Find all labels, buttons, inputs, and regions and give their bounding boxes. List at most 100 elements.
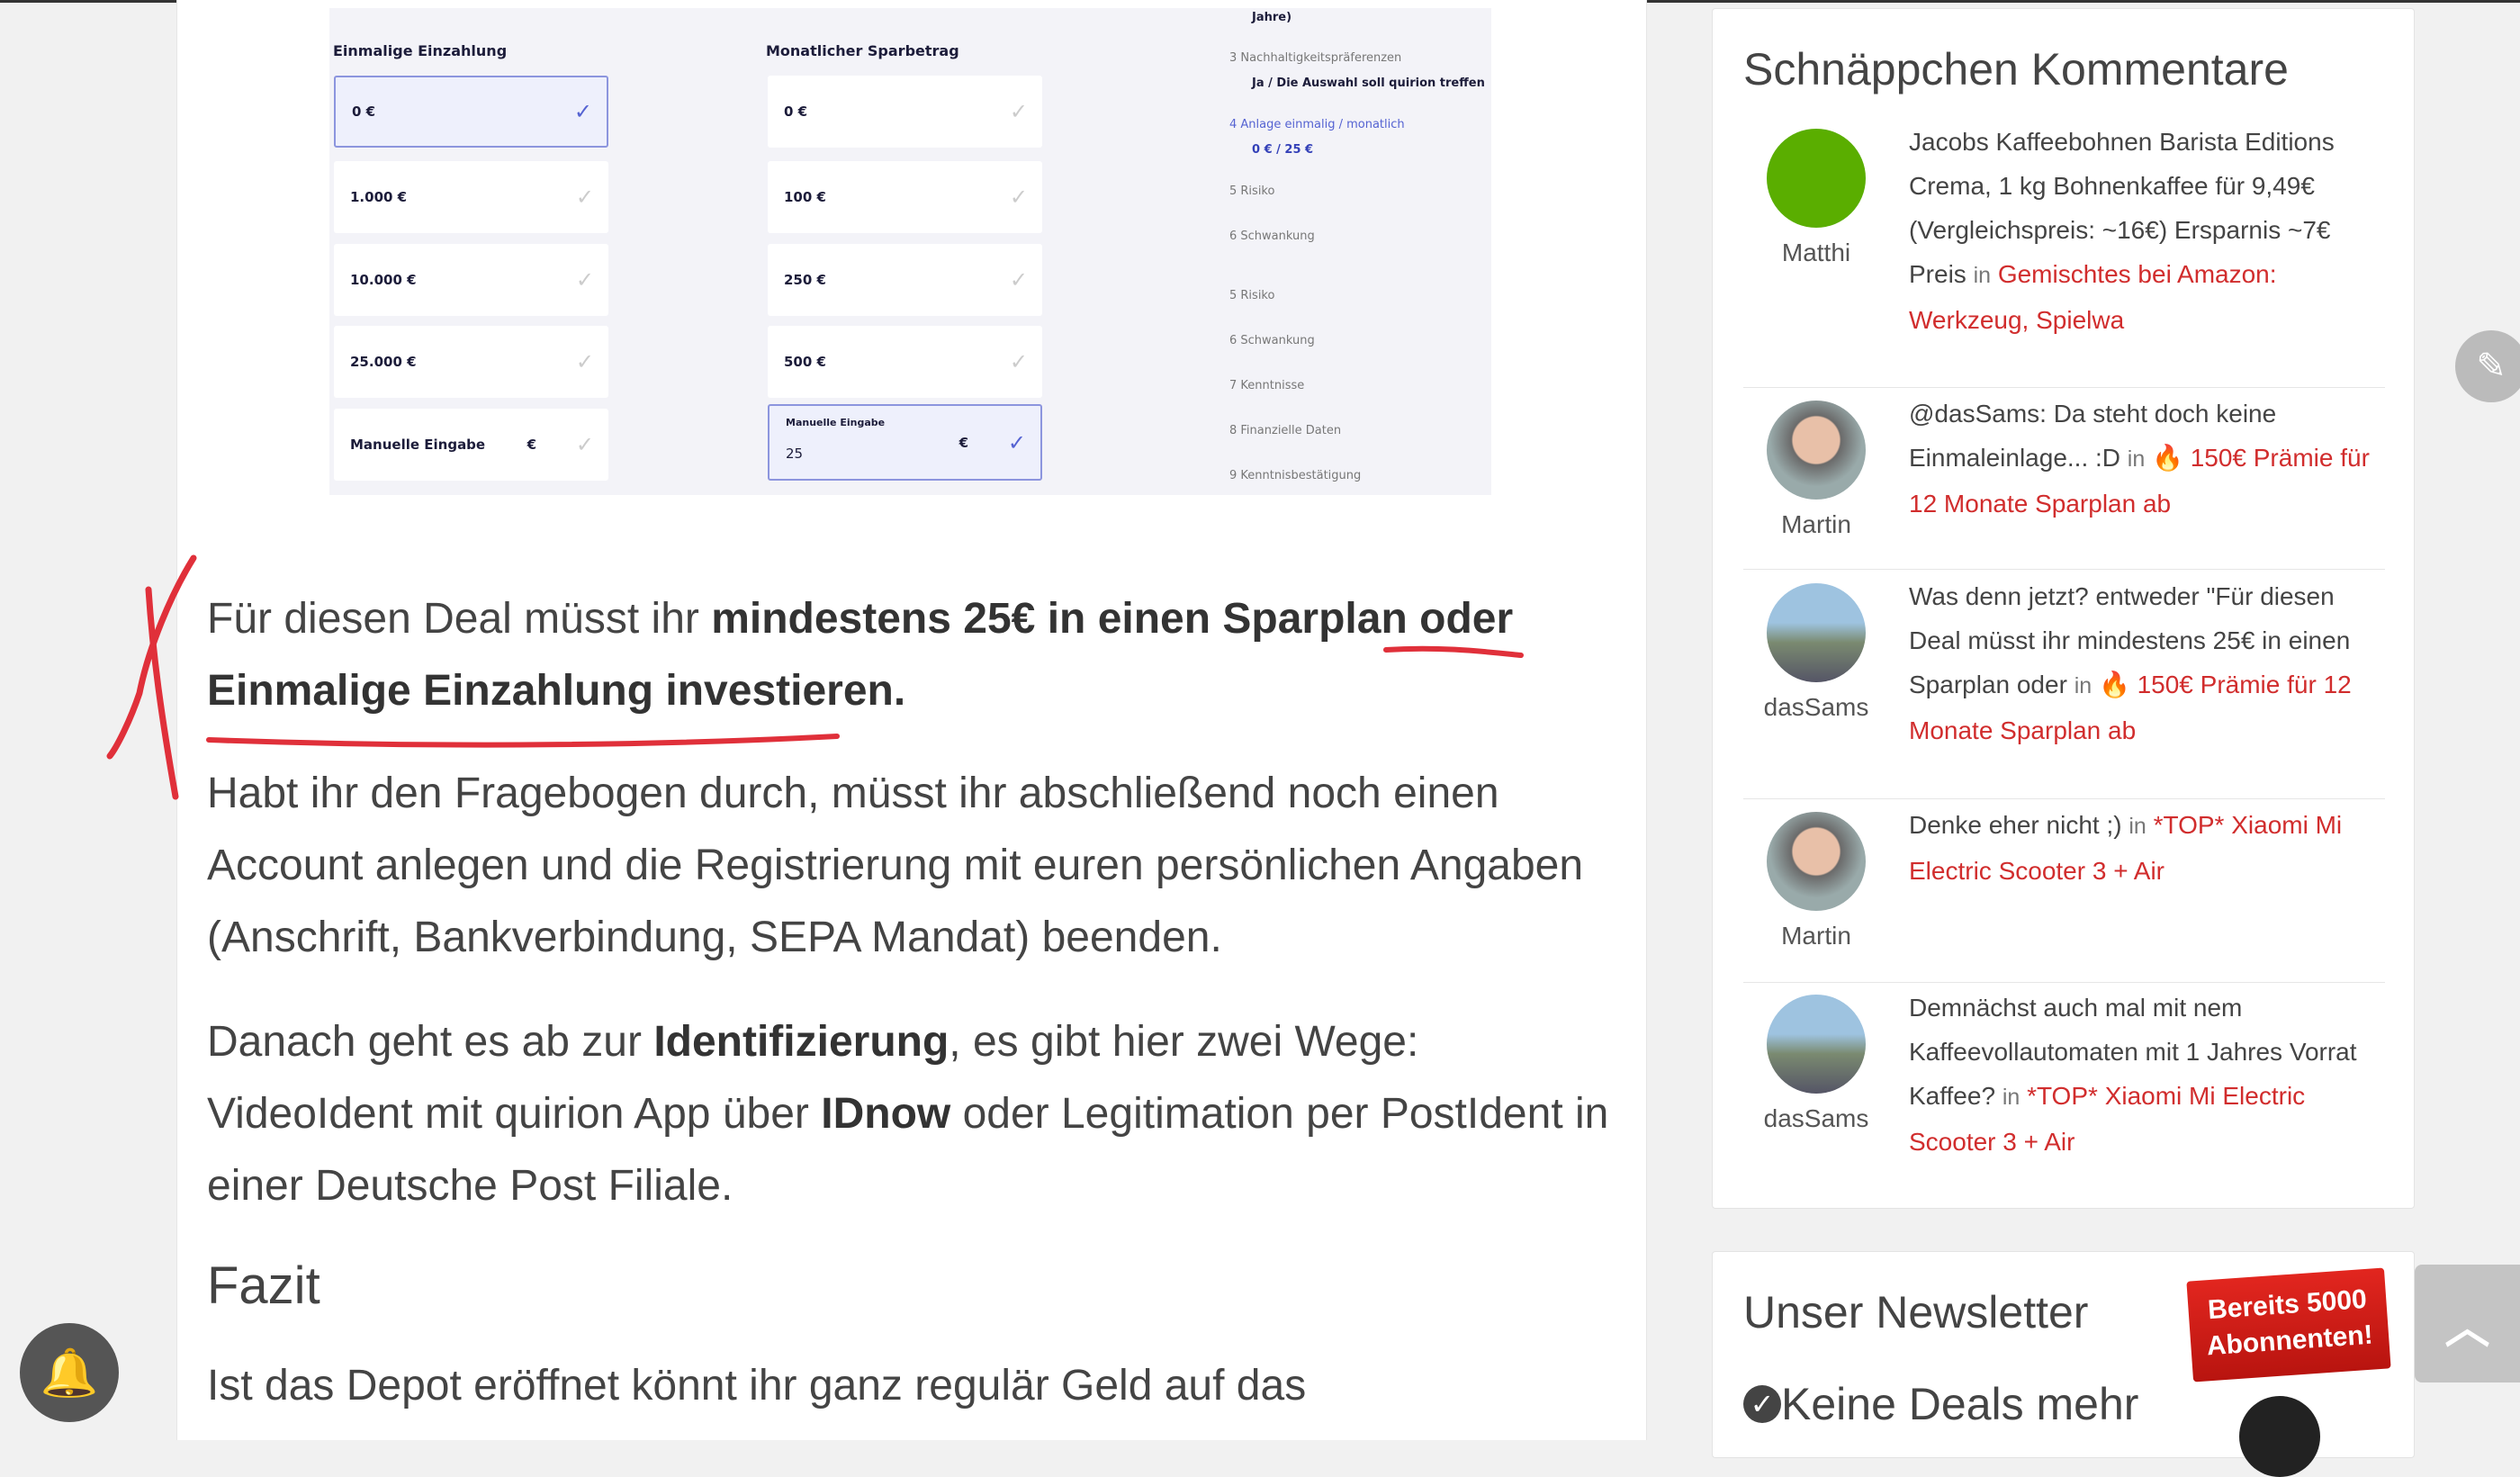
comments-title: Schnäppchen Kommentare (1743, 44, 2289, 95)
check-icon: ✓ (575, 267, 594, 293)
step-8: 8 Finanzielle Daten (1229, 424, 1342, 437)
subscriber-badge: Bereits 5000 Abonnenten! (2186, 1267, 2391, 1382)
option-einmalig-10000: 10.000 € ✓ (334, 244, 608, 316)
notification-bell-button[interactable]: 🔔 (20, 1323, 119, 1422)
newsletter-widget: Unser Newsletter ✓ Keine Deals mehr Bere… (1712, 1251, 2415, 1477)
text: @dasSams: Da steht doch keine Einmaleinl… (1909, 400, 2277, 472)
option-monatlich-manual: Manuelle Eingabe 25 € ✓ (768, 404, 1042, 481)
check-icon: ✓ (1007, 429, 1026, 455)
step-4: 4 Anlage einmalig / monatlich (1229, 118, 1405, 131)
deal-link[interactable]: 🔥 150€ Prämie für 12 Monate Sparplan ab (1909, 671, 2352, 744)
paragraph-registration: Habt ihr den Fragebogen durch, müsst ihr… (207, 770, 1584, 961)
step-text: Jahre) (1252, 11, 1292, 24)
username[interactable]: Martin (1781, 922, 1851, 950)
comment-text: Was denn jetzt? entweder "Für diesen Dea… (1909, 574, 2386, 752)
step-9: 9 Kenntnisbestätigung (1229, 469, 1362, 482)
edit-button[interactable]: ✎ (2455, 330, 2520, 402)
comment-item[interactable]: Martin Denke eher nicht ;) in *TOP* Xiao… (1743, 811, 2385, 983)
step-3: 3 Nachhaltigkeitspräferenzen (1229, 51, 1402, 65)
check-icon: ✓ (573, 99, 592, 124)
option-label: 0 € (784, 104, 808, 120)
check-icon: ✓ (1009, 185, 1028, 210)
step-6: 6 Schwankung (1229, 334, 1315, 347)
bold-text: Identifizierung (653, 1018, 950, 1066)
option-monatlich-0: 0 € ✓ (768, 76, 1042, 148)
heading-fazit: Fazit (207, 1256, 320, 1315)
avatar (1767, 129, 1866, 228)
text: oder Legitimation per PostIdent in einer… (207, 1090, 1609, 1210)
comment-text: @dasSams: Da steht doch keine Einmaleinl… (1909, 392, 2386, 526)
in-label: in (1973, 263, 1992, 288)
in-label: in (2074, 673, 2092, 698)
currency: € (958, 434, 968, 451)
comment-item[interactable]: Matthi Jacobs Kaffeebohnen Barista Editi… (1743, 128, 2385, 388)
paragraph-requirement: Für diesen Deal müsst ihr mindestens 25€… (207, 583, 1611, 727)
option-einmalig-25000: 25.000 € ✓ (334, 326, 608, 398)
option-label: 500 € (784, 354, 826, 370)
option-label: Manuelle Eingabe (350, 437, 486, 453)
deal-link[interactable]: Gemischtes bei Amazon: Werkzeug, Spielwa (1909, 260, 2277, 334)
username[interactable]: dasSams (1763, 693, 1869, 721)
deal-link[interactable]: *TOP* Xiaomi Mi Electric Scooter 3 + Air (1909, 811, 2343, 885)
in-label: in (2002, 1085, 2020, 1110)
check-icon: ✓ (1009, 267, 1028, 293)
comment-item[interactable]: dasSams Was denn jetzt? entweder "Für di… (1743, 582, 2385, 799)
text: , es gibt hier zwei Wege: VideoIdent mit… (207, 1018, 1419, 1138)
step-3-value: Ja / Die Auswahl soll quirion treffen (1252, 77, 1485, 90)
step-5: 5 Risiko (1229, 289, 1275, 302)
option-label: 1.000 € (350, 189, 408, 205)
scroll-to-top-button[interactable]: ︿ (2415, 1265, 2520, 1382)
step-5: 5 Risiko (1229, 185, 1275, 198)
check-icon: ✓ (1009, 99, 1028, 124)
username[interactable]: Martin (1781, 510, 1851, 538)
comment-text: Demnächst auch mal mit nem Kaffeevollaut… (1909, 986, 2386, 1164)
col1-title: Einmalige Einzahlung (333, 42, 508, 59)
paragraph-fazit: Ist das Depot eröffnet könnt ihr ganz re… (207, 1362, 1307, 1409)
avatar (1767, 995, 1866, 1094)
pencil-icon: ✎ (2476, 347, 2506, 386)
comment-text: Jacobs Kaffeebohnen Barista Editions Cre… (1909, 120, 2386, 342)
benefit-text: Keine Deals mehr (1781, 1379, 2139, 1429)
in-label: in (2127, 446, 2146, 472)
paragraph-identification: Danach geht es ab zur Identifizierung, e… (207, 1006, 1611, 1222)
manual-label: Manuelle Eingabe (786, 417, 886, 428)
step-7: 7 Kenntnisse (1229, 379, 1305, 392)
comment-item[interactable]: Martin @dasSams: Da steht doch keine Ein… (1743, 400, 2385, 570)
username[interactable]: Matthi (1781, 239, 1851, 266)
red-annotation (106, 554, 1524, 800)
chevron-up-icon: ︿ (2444, 1301, 2490, 1353)
option-label: 10.000 € (350, 272, 417, 288)
avatar (1767, 401, 1866, 500)
comment-item[interactable]: dasSams Demnächst auch mal mit nem Kaffe… (1743, 994, 2385, 1175)
bold-text: IDnow (821, 1090, 951, 1138)
check-icon: ✓ (575, 349, 594, 374)
questionnaire-screenshot: Einmalige Einzahlung Monatlicher Sparbet… (329, 8, 1491, 495)
avatar (1767, 812, 1866, 911)
newsletter-benefit: ✓ Keine Deals mehr (1743, 1378, 2138, 1430)
bell-icon: 🔔 (40, 1346, 99, 1400)
currency: € (526, 437, 536, 453)
avatar (1767, 583, 1866, 682)
username[interactable]: dasSams (1763, 1104, 1869, 1132)
text: Danach geht es ab zur (207, 1018, 654, 1066)
mascot-icon (2239, 1396, 2320, 1477)
option-einmalig-manual: Manuelle Eingabe € ✓ (334, 409, 608, 481)
option-monatlich-250: 250 € ✓ (768, 244, 1042, 316)
option-einmalig-0: 0 € ✓ (334, 76, 608, 148)
deal-link[interactable]: *TOP* Xiaomi Mi Electric Scooter 3 + Air (1909, 1082, 2306, 1156)
text: Für diesen Deal müsst ihr (207, 595, 712, 643)
check-icon: ✓ (575, 432, 594, 457)
text: Jacobs Kaffeebohnen Barista Editions Cre… (1909, 128, 2335, 288)
col2-title: Monatlicher Sparbetrag (766, 42, 959, 59)
text: Was denn jetzt? entweder "Für diesen Dea… (1909, 582, 2351, 698)
comment-text: Denke eher nicht ;) in *TOP* Xiaomi Mi E… (1909, 803, 2386, 893)
check-icon: ✓ (575, 185, 594, 210)
newsletter-title: Unser Newsletter (1743, 1287, 2089, 1337)
deal-link[interactable]: 🔥 150€ Prämie für 12 Monate Sparplan ab (1909, 444, 2370, 518)
text: Denke eher nicht ;) (1909, 811, 2122, 839)
step-4-value: 0 € / 25 € (1252, 143, 1314, 157)
step-6: 6 Schwankung (1229, 230, 1315, 243)
check-circle-icon: ✓ (1743, 1385, 1781, 1423)
bold-text: mindestens 25€ in einen Sparplan oder Ei… (207, 595, 1514, 715)
option-label: 0 € (352, 104, 376, 120)
